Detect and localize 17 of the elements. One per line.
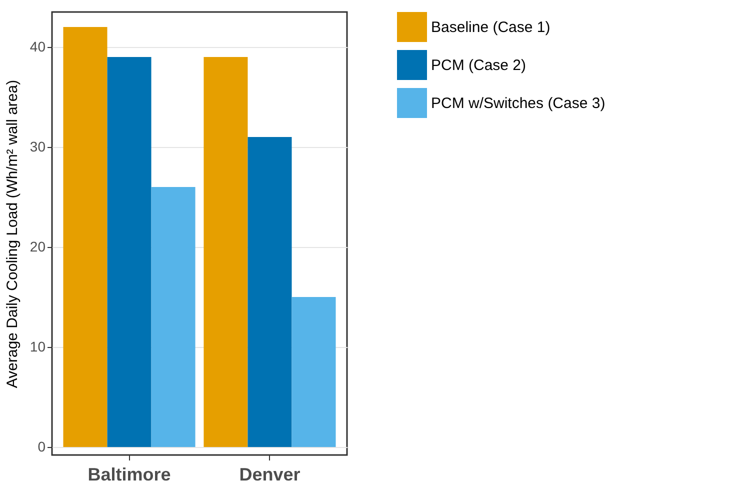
legend-label: PCM (Case 2) [431, 57, 526, 74]
legend-label: PCM w/Switches (Case 3) [431, 95, 606, 112]
y-tick-label: 30 [30, 138, 46, 154]
bar [248, 137, 292, 447]
x-tick-label: Denver [239, 464, 300, 484]
y-tick-label: 40 [30, 38, 46, 54]
bar [151, 187, 196, 447]
bar [107, 57, 152, 447]
y-tick-label: 20 [30, 238, 46, 254]
legend-label: Baseline (Case 1) [431, 19, 550, 36]
bar [204, 57, 248, 447]
y-axis-title: Average Daily Cooling Load (Wh/m² wall area) [4, 80, 21, 388]
y-tick-label: 0 [38, 438, 46, 454]
y-tick-label: 10 [30, 338, 46, 354]
bar [292, 297, 336, 447]
bar [63, 27, 108, 447]
x-tick-label: Baltimore [88, 464, 171, 484]
